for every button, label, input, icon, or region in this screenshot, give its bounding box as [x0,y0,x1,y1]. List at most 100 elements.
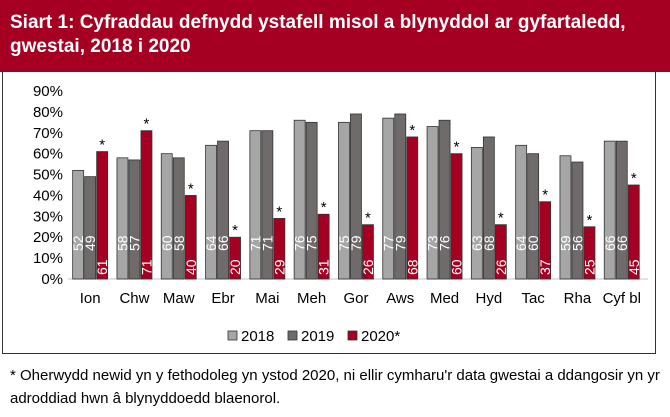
bar-2018 [72,169,85,280]
x-tick-label: Chw [119,290,149,307]
x-tick-label: Aws [386,290,414,307]
data-label: 60 [159,235,175,251]
bar-2020 [627,184,640,280]
data-label: 66 [215,235,231,251]
legend-swatch [347,330,358,341]
data-label: 59 [557,235,573,251]
data-label: 56 [569,235,585,251]
legend-label: 2019 [301,328,334,345]
bar-2020 [362,224,374,280]
y-tick-label: 80% [33,104,63,121]
x-tick-label: Mai [255,290,279,307]
x-tick-label: Maw [163,290,195,307]
data-label: 25 [581,259,597,275]
data-label: 63 [469,235,485,251]
bar-2020 [273,218,286,280]
asterisk-annotation: * [276,203,282,220]
data-label: 37 [537,259,553,275]
bar-2018 [338,121,350,280]
asterisk-annotation: * [365,210,371,227]
bar-2018 [559,155,572,280]
bar-2019 [217,140,229,280]
y-tick-label: 0% [41,271,63,288]
bar-2018 [426,126,439,280]
data-label: 58 [114,235,130,251]
asterisk-annotation: * [542,187,548,204]
x-tick-label: Rha [564,290,592,307]
data-label: 40 [183,259,199,275]
bar-2020 [140,130,153,280]
data-label: 71 [138,259,154,275]
asterisk-annotation: * [99,137,105,154]
data-label: 71 [247,235,263,251]
chart-title: Siart 1: Cyfraddau defnydd ystafell miso… [0,0,670,72]
data-label: 29 [271,259,287,275]
data-label: 73 [425,235,441,251]
legend-swatch [287,330,298,341]
bar-2018 [116,157,129,280]
bar-2019 [615,140,628,280]
bar-2019 [438,119,451,280]
data-label: 66 [614,235,630,251]
bar-2018 [205,144,217,280]
data-label: 26 [360,259,376,275]
data-label: 60 [525,235,541,251]
x-tick-label: Med [430,290,459,307]
data-label: 45 [626,259,642,275]
y-tick-label: 70% [33,125,63,142]
bar-2019 [172,157,185,280]
bar-2019 [527,153,540,280]
bar-2020 [317,213,330,280]
asterisk-annotation: * [188,180,194,197]
y-tick-label: 40% [33,187,63,204]
data-label: 49 [82,235,98,251]
asterisk-annotation: * [631,170,637,187]
bar-2020 [539,201,552,280]
bar-2019 [305,121,318,280]
bar-2018 [160,153,173,280]
bar-2019 [394,113,407,280]
data-label: 76 [437,235,453,251]
data-label: 20 [227,259,243,275]
bar-2018 [249,130,262,280]
data-label: 76 [292,235,308,251]
data-label: 75 [336,235,352,251]
y-tick-label: 90% [33,83,63,100]
x-tick-label: Ion [80,290,101,307]
data-label: 68 [481,235,497,251]
asterisk-annotation: * [232,222,238,239]
bar-2020 [450,153,463,280]
bar-2019 [128,159,141,280]
bar-2019 [571,161,584,280]
bar-2018 [470,147,483,280]
x-tick-label: Hyd [476,290,503,307]
legend-label: 2020* [361,328,400,345]
data-label: 31 [316,259,332,275]
asterisk-annotation: * [498,210,504,227]
bar-2019 [261,130,274,280]
legend-label: 2018 [241,328,274,345]
data-label: 58 [171,235,187,251]
legend-swatch [227,330,238,341]
data-label: 60 [449,259,465,275]
x-tick-label: Ebr [211,290,234,307]
bar-2020 [583,226,596,280]
data-label: 71 [259,235,275,251]
data-label: 66 [602,235,618,251]
x-tick-label: Tac [521,290,545,307]
x-tick-label: Meh [297,290,326,307]
data-label: 26 [493,259,509,275]
bar-2020 [494,224,507,280]
asterisk-annotation: * [454,139,460,156]
bar-2018 [293,119,306,280]
data-label: 64 [513,235,529,251]
asterisk-annotation: * [321,199,327,216]
data-label: 52 [70,235,86,251]
bar-2018 [603,140,616,280]
x-tick-label: Gor [343,290,368,307]
asterisk-annotation: * [409,122,415,139]
data-label: 57 [126,235,142,251]
data-label: 79 [348,235,364,251]
bar-2020 [96,151,109,280]
